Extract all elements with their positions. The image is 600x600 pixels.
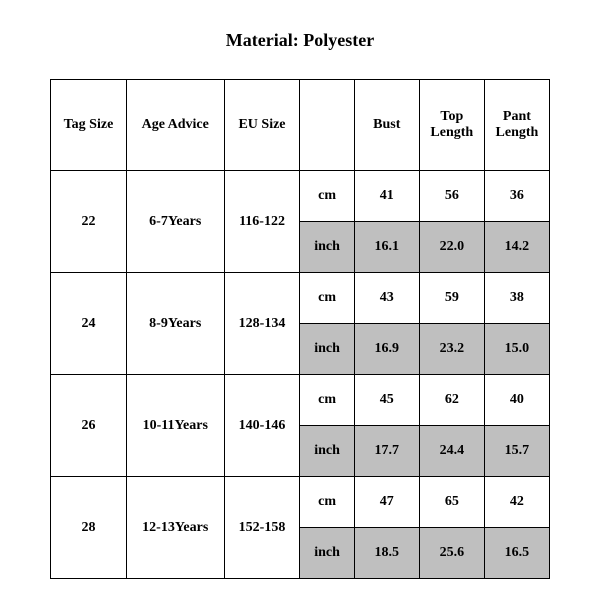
cell-unit-inch: inch: [300, 222, 354, 273]
col-eu-size: EU Size: [224, 80, 300, 171]
table-row: 26 10-11Years 140-146 cm 45 62 40: [51, 375, 550, 426]
cell-pant-length: 38: [484, 273, 549, 324]
cell-tag-size: 24: [51, 273, 127, 375]
cell-eu-size: 152-158: [224, 477, 300, 579]
cell-bust: 18.5: [354, 528, 419, 579]
table-row: 28 12-13Years 152-158 cm 47 65 42: [51, 477, 550, 528]
cell-top-length: 65: [419, 477, 484, 528]
cell-unit-inch: inch: [300, 426, 354, 477]
cell-unit-cm: cm: [300, 171, 354, 222]
cell-eu-size: 128-134: [224, 273, 300, 375]
col-age-advice: Age Advice: [126, 80, 224, 171]
cell-unit-cm: cm: [300, 375, 354, 426]
col-unit: [300, 80, 354, 171]
cell-top-length: 24.4: [419, 426, 484, 477]
cell-top-length: 59: [419, 273, 484, 324]
table-row: 24 8-9Years 128-134 cm 43 59 38: [51, 273, 550, 324]
cell-top-length: 25.6: [419, 528, 484, 579]
cell-pant-length: 40: [484, 375, 549, 426]
size-table: Tag Size Age Advice EU Size Bust Top Len…: [50, 79, 550, 579]
page: Material: Polyester Tag Size Age Advice …: [0, 0, 600, 600]
cell-top-length: 23.2: [419, 324, 484, 375]
col-pant-length: Pant Length: [484, 80, 549, 171]
cell-pant-length: 16.5: [484, 528, 549, 579]
cell-eu-size: 140-146: [224, 375, 300, 477]
cell-tag-size: 22: [51, 171, 127, 273]
cell-bust: 16.9: [354, 324, 419, 375]
cell-unit-cm: cm: [300, 477, 354, 528]
size-table-wrap: Tag Size Age Advice EU Size Bust Top Len…: [50, 79, 550, 579]
cell-bust: 17.7: [354, 426, 419, 477]
page-title: Material: Polyester: [0, 30, 600, 51]
cell-bust: 41: [354, 171, 419, 222]
cell-eu-size: 116-122: [224, 171, 300, 273]
cell-age-advice: 12-13Years: [126, 477, 224, 579]
cell-bust: 45: [354, 375, 419, 426]
cell-unit-cm: cm: [300, 273, 354, 324]
cell-unit-inch: inch: [300, 324, 354, 375]
cell-unit-inch: inch: [300, 528, 354, 579]
table-header: Tag Size Age Advice EU Size Bust Top Len…: [51, 80, 550, 171]
cell-age-advice: 8-9Years: [126, 273, 224, 375]
cell-bust: 16.1: [354, 222, 419, 273]
col-bust: Bust: [354, 80, 419, 171]
cell-pant-length: 15.0: [484, 324, 549, 375]
cell-age-advice: 10-11Years: [126, 375, 224, 477]
cell-bust: 43: [354, 273, 419, 324]
cell-pant-length: 42: [484, 477, 549, 528]
cell-top-length: 62: [419, 375, 484, 426]
cell-bust: 47: [354, 477, 419, 528]
cell-pant-length: 14.2: [484, 222, 549, 273]
table-body: 22 6-7Years 116-122 cm 41 56 36 inch 16.…: [51, 171, 550, 579]
cell-pant-length: 15.7: [484, 426, 549, 477]
col-top-length: Top Length: [419, 80, 484, 171]
col-tag-size: Tag Size: [51, 80, 127, 171]
cell-age-advice: 6-7Years: [126, 171, 224, 273]
cell-top-length: 56: [419, 171, 484, 222]
cell-tag-size: 26: [51, 375, 127, 477]
cell-top-length: 22.0: [419, 222, 484, 273]
cell-pant-length: 36: [484, 171, 549, 222]
table-row: 22 6-7Years 116-122 cm 41 56 36: [51, 171, 550, 222]
cell-tag-size: 28: [51, 477, 127, 579]
